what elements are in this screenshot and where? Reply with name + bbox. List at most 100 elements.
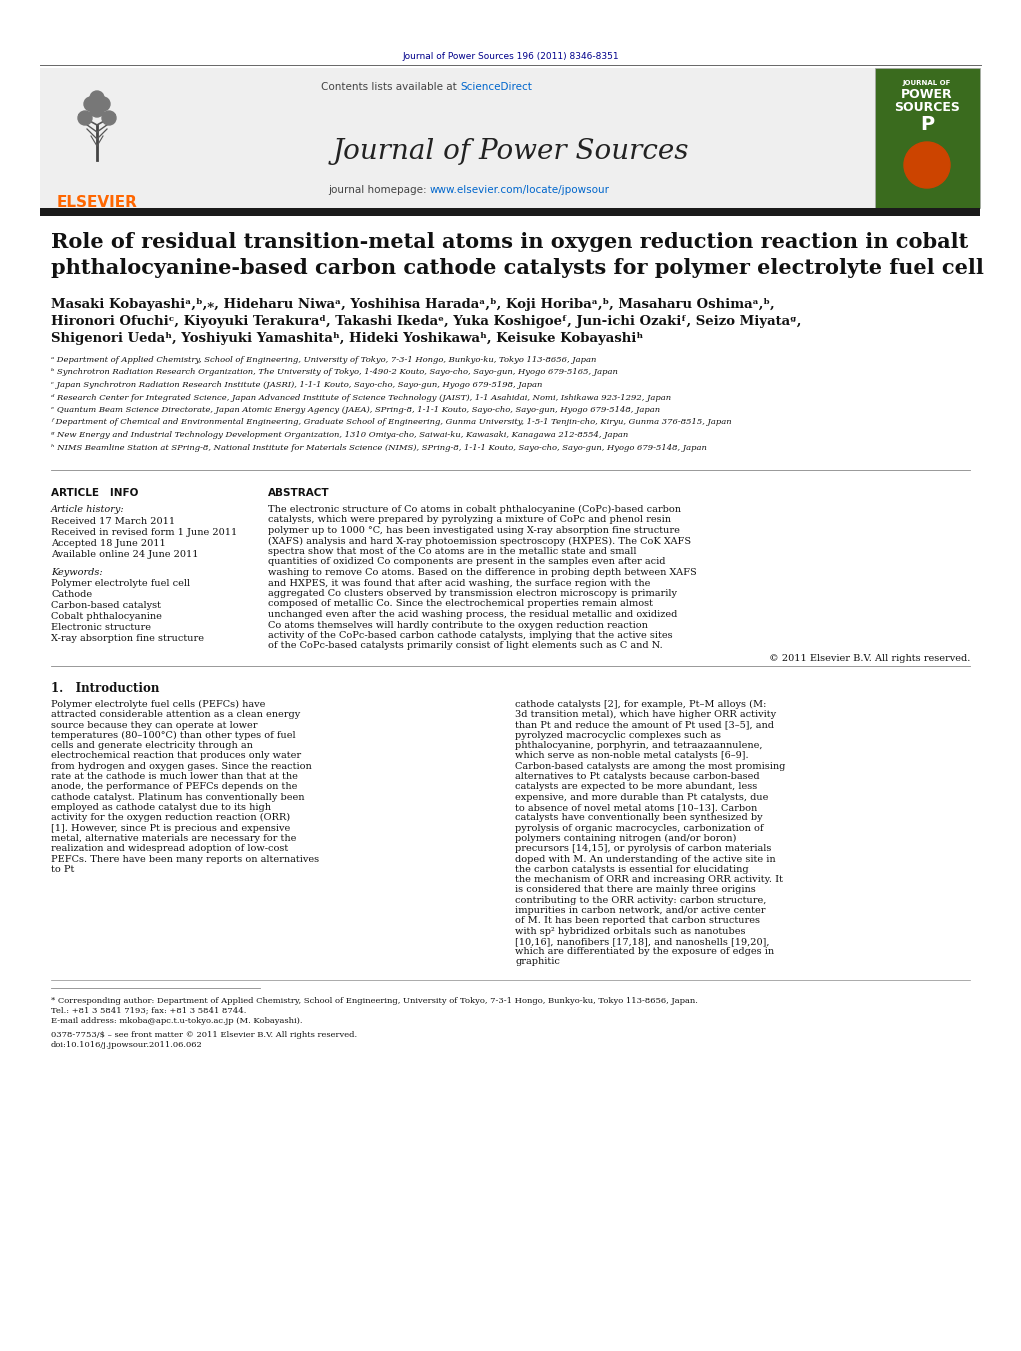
Text: Polymer electrolyte fuel cells (PEFCs) have: Polymer electrolyte fuel cells (PEFCs) h… xyxy=(51,700,265,709)
Text: rate at the cathode is much lower than that at the: rate at the cathode is much lower than t… xyxy=(51,773,298,781)
Text: polymers containing nitrogen (and/or boron): polymers containing nitrogen (and/or bor… xyxy=(515,834,736,843)
Text: catalysts, which were prepared by pyrolyzing a mixture of CoPc and phenol resin: catalysts, which were prepared by pyroly… xyxy=(268,516,671,524)
Text: Journal of Power Sources: Journal of Power Sources xyxy=(333,138,689,165)
Text: ABSTRACT: ABSTRACT xyxy=(268,488,330,499)
Text: ᵉ Quantum Beam Science Directorate, Japan Atomic Energy Agency (JAEA), SPring-8,: ᵉ Quantum Beam Science Directorate, Japa… xyxy=(51,407,661,413)
Text: washing to remove Co atoms. Based on the difference in probing depth between XAF: washing to remove Co atoms. Based on the… xyxy=(268,567,696,577)
Text: [10,16], nanofibers [17,18], and nanoshells [19,20],: [10,16], nanofibers [17,18], and nanoshe… xyxy=(515,936,770,946)
Text: ELSEVIER: ELSEVIER xyxy=(56,195,138,209)
Text: Carbon-based catalyst: Carbon-based catalyst xyxy=(51,601,161,611)
Text: contributing to the ORR activity: carbon structure,: contributing to the ORR activity: carbon… xyxy=(515,896,767,905)
Text: * Corresponding author: Department of Applied Chemistry, School of Engineering, : * Corresponding author: Department of Ap… xyxy=(51,997,698,1005)
Text: Role of residual transition-metal atoms in oxygen reduction reaction in cobalt
p: Role of residual transition-metal atoms … xyxy=(51,232,984,277)
Text: 0378-7753/$ – see front matter © 2011 Elsevier B.V. All rights reserved.: 0378-7753/$ – see front matter © 2011 El… xyxy=(51,1031,357,1039)
Text: from hydrogen and oxygen gases. Since the reaction: from hydrogen and oxygen gases. Since th… xyxy=(51,762,311,771)
Text: ARTICLE   INFO: ARTICLE INFO xyxy=(51,488,139,499)
Text: alternatives to Pt catalysts because carbon-based: alternatives to Pt catalysts because car… xyxy=(515,773,760,781)
Text: Contents lists available at: Contents lists available at xyxy=(321,82,460,92)
Text: catalysts are expected to be more abundant, less: catalysts are expected to be more abunda… xyxy=(515,782,758,792)
Text: anode, the performance of PEFCs depends on the: anode, the performance of PEFCs depends … xyxy=(51,782,297,792)
Text: pyrolyzed macrocyclic complexes such as: pyrolyzed macrocyclic complexes such as xyxy=(515,731,721,740)
Text: 3d transition metal), which have higher ORR activity: 3d transition metal), which have higher … xyxy=(515,711,776,720)
Text: ᵃ Department of Applied Chemistry, School of Engineering, University of Tokyo, 7: ᵃ Department of Applied Chemistry, Schoo… xyxy=(51,357,596,363)
Text: [1]. However, since Pt is precious and expensive: [1]. However, since Pt is precious and e… xyxy=(51,824,290,832)
Text: cells and generate electricity through an: cells and generate electricity through a… xyxy=(51,742,253,750)
Text: the carbon catalysts is essential for elucidating: the carbon catalysts is essential for el… xyxy=(515,865,748,874)
Text: unchanged even after the acid washing process, the residual metallic and oxidize: unchanged even after the acid washing pr… xyxy=(268,611,677,619)
Text: www.elsevier.com/locate/jpowsour: www.elsevier.com/locate/jpowsour xyxy=(430,185,610,195)
Text: Masaki Kobayashiᵃ,ᵇ,⁎, Hideharu Niwaᵃ, Yoshihisa Haradaᵃ,ᵇ, Koji Horibaᵃ,ᵇ, Masa: Masaki Kobayashiᵃ,ᵇ,⁎, Hideharu Niwaᵃ, Y… xyxy=(51,299,775,311)
Circle shape xyxy=(78,111,92,126)
Text: is considered that there are mainly three origins: is considered that there are mainly thre… xyxy=(515,885,756,894)
Text: precursors [14,15], or pyrolysis of carbon materials: precursors [14,15], or pyrolysis of carb… xyxy=(515,844,772,854)
Text: with sp² hybridized orbitals such as nanotubes: with sp² hybridized orbitals such as nan… xyxy=(515,927,745,936)
Text: journal homepage:: journal homepage: xyxy=(328,185,430,195)
Text: to absence of novel metal atoms [10–13]. Carbon: to absence of novel metal atoms [10–13].… xyxy=(515,802,758,812)
Text: aggregated Co clusters observed by transmission electron microscopy is primarily: aggregated Co clusters observed by trans… xyxy=(268,589,677,598)
Text: ScienceDirect: ScienceDirect xyxy=(460,82,532,92)
Circle shape xyxy=(84,97,98,111)
Text: cathode catalyst. Platinum has conventionally been: cathode catalyst. Platinum has conventio… xyxy=(51,793,304,801)
Text: ᶠ Department of Chemical and Environmental Engineering, Graduate School of Engin: ᶠ Department of Chemical and Environment… xyxy=(51,419,732,427)
Text: Cathode: Cathode xyxy=(51,590,92,598)
Text: JOURNAL OF: JOURNAL OF xyxy=(903,80,952,86)
Text: cathode catalysts [2], for example, Pt–M alloys (M:: cathode catalysts [2], for example, Pt–M… xyxy=(515,700,767,709)
Text: attracted considerable attention as a clean energy: attracted considerable attention as a cl… xyxy=(51,711,300,719)
Text: P: P xyxy=(920,115,934,134)
Text: Electronic structure: Electronic structure xyxy=(51,623,151,632)
Text: pyrolysis of organic macrocycles, carbonization of: pyrolysis of organic macrocycles, carbon… xyxy=(515,824,764,832)
Text: spectra show that most of the Co atoms are in the metallic state and small: spectra show that most of the Co atoms a… xyxy=(268,547,636,557)
Text: polymer up to 1000 °C, has been investigated using X-ray absorption fine structu: polymer up to 1000 °C, has been investig… xyxy=(268,526,680,535)
Text: phthalocyanine, porphyrin, and tetraazaannulene,: phthalocyanine, porphyrin, and tetraazaa… xyxy=(515,742,763,750)
Text: temperatures (80–100°C) than other types of fuel: temperatures (80–100°C) than other types… xyxy=(51,731,296,740)
Circle shape xyxy=(904,142,950,188)
Text: which serve as non-noble metal catalysts [6–9].: which serve as non-noble metal catalysts… xyxy=(515,751,748,761)
Bar xyxy=(40,208,980,216)
Text: Shigenori Uedaʰ, Yoshiyuki Yamashitaʰ, Hideki Yoshikawaʰ, Keisuke Kobayashiʰ: Shigenori Uedaʰ, Yoshiyuki Yamashitaʰ, H… xyxy=(51,332,643,345)
Text: Journal of Power Sources 196 (2011) 8346-8351: Journal of Power Sources 196 (2011) 8346… xyxy=(402,51,620,61)
Circle shape xyxy=(90,91,104,105)
Bar xyxy=(875,68,980,208)
Text: realization and widespread adoption of low-cost: realization and widespread adoption of l… xyxy=(51,844,288,854)
Text: PEFCs. There have been many reports on alternatives: PEFCs. There have been many reports on a… xyxy=(51,854,320,863)
Text: Cobalt phthalocyanine: Cobalt phthalocyanine xyxy=(51,612,162,621)
Text: POWER: POWER xyxy=(902,88,953,101)
Text: and HXPES, it was found that after acid washing, the surface region with the: and HXPES, it was found that after acid … xyxy=(268,578,650,588)
Text: 1.   Introduction: 1. Introduction xyxy=(51,682,159,694)
Text: which are differentiated by the exposure of edges in: which are differentiated by the exposure… xyxy=(515,947,774,957)
Circle shape xyxy=(90,103,104,118)
Text: ᶜ Japan Synchrotron Radiation Research Institute (JASRI), 1-1-1 Kouto, Sayo-cho,: ᶜ Japan Synchrotron Radiation Research I… xyxy=(51,381,542,389)
Bar xyxy=(40,68,980,208)
Text: ʰ NIMS Beamline Station at SPring-8, National Institute for Materials Science (N: ʰ NIMS Beamline Station at SPring-8, Nat… xyxy=(51,443,707,451)
Text: Accepted 18 June 2011: Accepted 18 June 2011 xyxy=(51,539,165,549)
Text: ᵇ Synchrotron Radiation Research Organization, The University of Tokyo, 1-490-2 : ᵇ Synchrotron Radiation Research Organiz… xyxy=(51,369,618,377)
Text: Available online 24 June 2011: Available online 24 June 2011 xyxy=(51,550,198,559)
Circle shape xyxy=(102,111,116,126)
Text: ᵈ Research Center for Integrated Science, Japan Advanced Institute of Science Te: ᵈ Research Center for Integrated Science… xyxy=(51,393,671,401)
Text: graphitic: graphitic xyxy=(515,958,560,966)
Text: catalysts have conventionally been synthesized by: catalysts have conventionally been synth… xyxy=(515,813,763,823)
Text: expensive, and more durable than Pt catalysts, due: expensive, and more durable than Pt cata… xyxy=(515,793,769,801)
Text: of M. It has been reported that carbon structures: of M. It has been reported that carbon s… xyxy=(515,916,760,925)
Text: metal, alternative materials are necessary for the: metal, alternative materials are necessa… xyxy=(51,834,296,843)
Text: SOURCES: SOURCES xyxy=(894,101,960,113)
Text: doi:10.1016/j.jpowsour.2011.06.062: doi:10.1016/j.jpowsour.2011.06.062 xyxy=(51,1040,203,1048)
Text: Received 17 March 2011: Received 17 March 2011 xyxy=(51,517,176,526)
Text: source because they can operate at lower: source because they can operate at lower xyxy=(51,720,257,730)
Text: Co atoms themselves will hardly contribute to the oxygen reduction reaction: Co atoms themselves will hardly contribu… xyxy=(268,620,648,630)
Text: Tel.: +81 3 5841 7193; fax: +81 3 5841 8744.: Tel.: +81 3 5841 7193; fax: +81 3 5841 8… xyxy=(51,1006,246,1015)
Text: Carbon-based catalysts are among the most promising: Carbon-based catalysts are among the mos… xyxy=(515,762,785,771)
Text: © 2011 Elsevier B.V. All rights reserved.: © 2011 Elsevier B.V. All rights reserved… xyxy=(769,654,970,663)
Text: X-ray absorption fine structure: X-ray absorption fine structure xyxy=(51,634,204,643)
Text: composed of metallic Co. Since the electrochemical properties remain almost: composed of metallic Co. Since the elect… xyxy=(268,600,653,608)
Text: E-mail address: mkoba@apc.t.u-tokyo.ac.jp (M. Kobayashi).: E-mail address: mkoba@apc.t.u-tokyo.ac.j… xyxy=(51,1017,302,1025)
Text: activity for the oxygen reduction reaction (ORR): activity for the oxygen reduction reacti… xyxy=(51,813,290,823)
Text: doped with M. An understanding of the active site in: doped with M. An understanding of the ac… xyxy=(515,854,776,863)
Text: Article history:: Article history: xyxy=(51,505,125,513)
Text: Polymer electrolyte fuel cell: Polymer electrolyte fuel cell xyxy=(51,580,190,588)
Text: (XAFS) analysis and hard X-ray photoemission spectroscopy (HXPES). The CoK XAFS: (XAFS) analysis and hard X-ray photoemis… xyxy=(268,536,691,546)
Text: Hironori Ofuchiᶜ, Kiyoyuki Terakuraᵈ, Takashi Ikedaᵉ, Yuka Koshigoeᶠ, Jun-ichi O: Hironori Ofuchiᶜ, Kiyoyuki Terakuraᵈ, Ta… xyxy=(51,315,801,328)
Text: ᵍ New Energy and Industrial Technology Development Organization, 1310 Omiya-cho,: ᵍ New Energy and Industrial Technology D… xyxy=(51,431,628,439)
Text: The electronic structure of Co atoms in cobalt phthalocyanine (CoPc)-based carbo: The electronic structure of Co atoms in … xyxy=(268,505,681,515)
Text: activity of the CoPc-based carbon cathode catalysts, implying that the active si: activity of the CoPc-based carbon cathod… xyxy=(268,631,673,640)
